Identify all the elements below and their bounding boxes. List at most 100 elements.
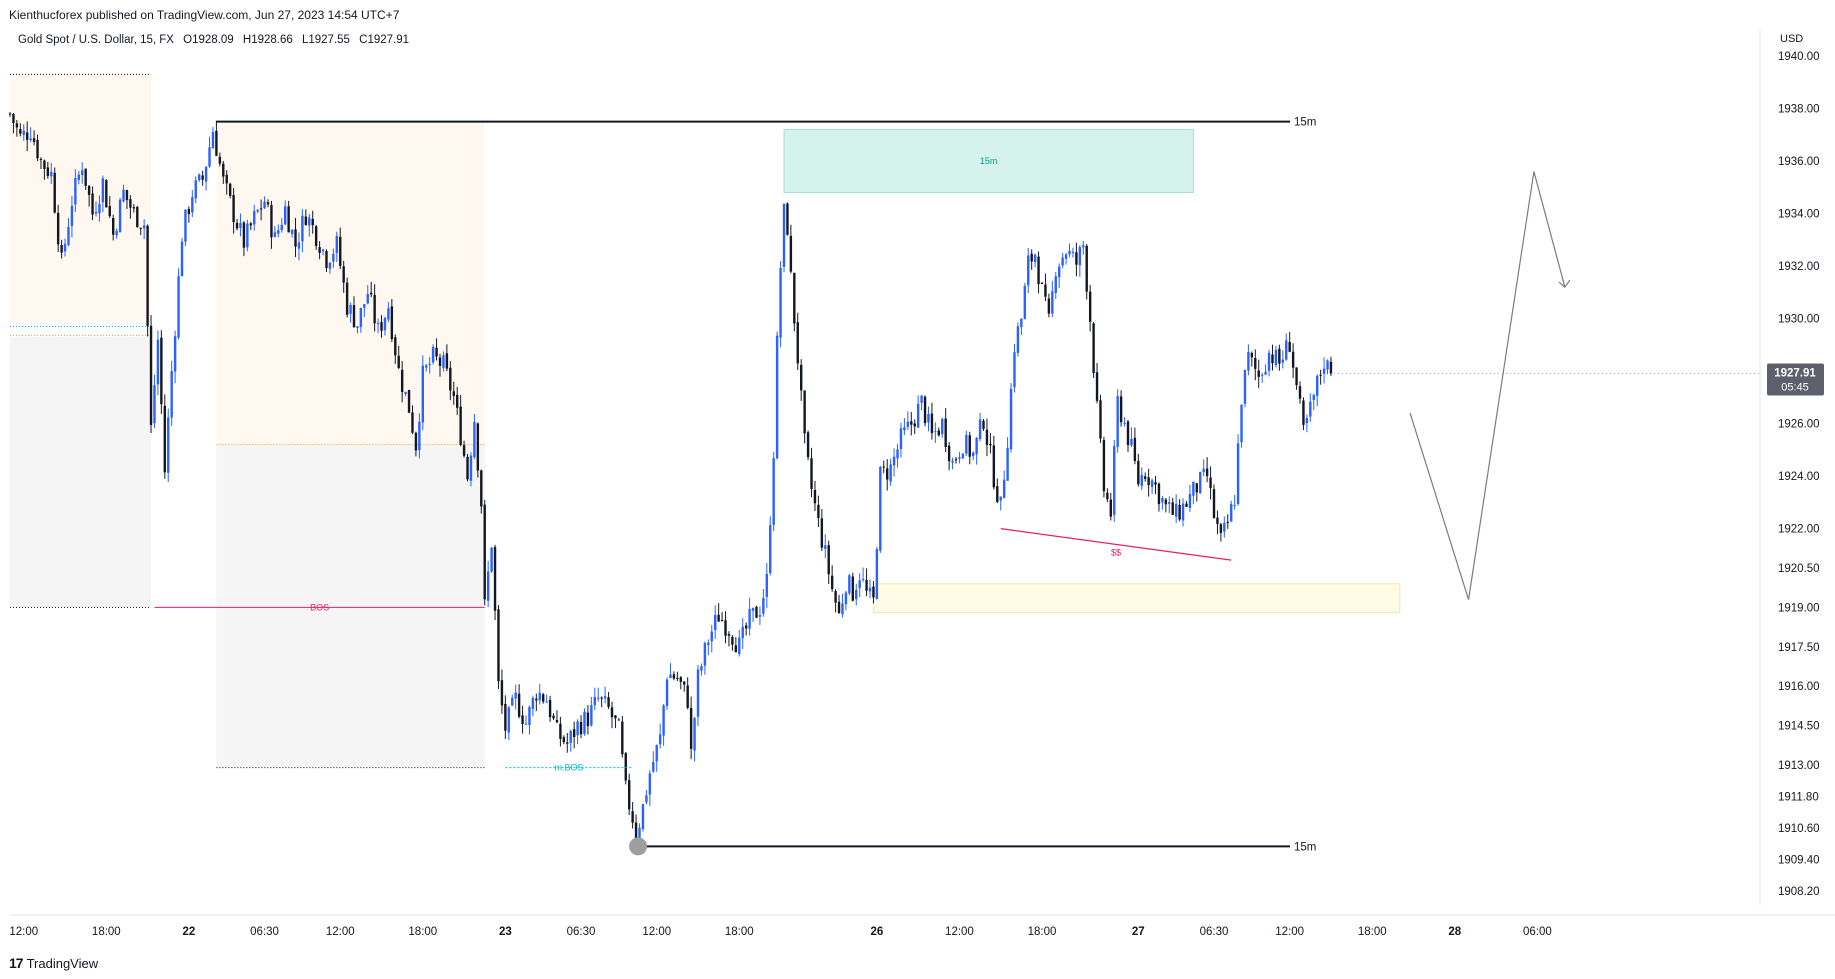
candle-body bbox=[421, 365, 424, 423]
premium-zone-left bbox=[10, 74, 152, 322]
candle-body bbox=[879, 467, 882, 551]
candle-body bbox=[400, 369, 404, 393]
price-tick-label: 1920.50 bbox=[1778, 563, 1820, 575]
candle-body bbox=[53, 172, 56, 213]
candle-body bbox=[266, 202, 270, 205]
candle-body bbox=[545, 701, 548, 703]
candle-body bbox=[1061, 257, 1064, 266]
candle-body bbox=[903, 427, 906, 431]
candle-body bbox=[1126, 421, 1130, 446]
candle-body bbox=[142, 225, 146, 229]
candle-body bbox=[70, 205, 74, 226]
candle-body bbox=[1264, 371, 1267, 375]
candle-body bbox=[480, 470, 483, 507]
candle-body bbox=[1233, 505, 1236, 507]
candle-body bbox=[621, 721, 624, 755]
candle-body bbox=[800, 364, 803, 391]
zone-2 bbox=[783, 129, 1194, 194]
time-axis[interactable]: 12:00 18:00 22 06:30 12:00 18:00 23 06:30 12:00 1… bbox=[9, 914, 1835, 938]
candle-body bbox=[634, 822, 638, 842]
candle-body bbox=[486, 571, 490, 601]
candle-body bbox=[1274, 349, 1278, 366]
candle-body bbox=[160, 337, 163, 405]
candle-body bbox=[1006, 447, 1009, 481]
candle-body bbox=[1133, 437, 1137, 461]
candle-body bbox=[1033, 254, 1037, 263]
candle-body bbox=[703, 643, 707, 666]
candle-body bbox=[696, 669, 700, 717]
candle-body bbox=[22, 130, 25, 136]
candle-body bbox=[1106, 492, 1109, 500]
candle-body bbox=[228, 183, 232, 196]
candle-body bbox=[1016, 326, 1020, 353]
candle-body bbox=[586, 712, 590, 727]
candle-body bbox=[1078, 247, 1082, 266]
candle-body bbox=[1285, 340, 1288, 360]
candle-body bbox=[597, 697, 600, 699]
candle-body bbox=[1278, 348, 1281, 364]
candle-body bbox=[1030, 253, 1033, 262]
time-tick-label: 22 bbox=[182, 926, 195, 938]
candle-body bbox=[511, 697, 514, 706]
candle-body bbox=[411, 412, 414, 433]
candle-body bbox=[1068, 250, 1071, 255]
candle-body bbox=[1202, 468, 1205, 473]
candle-body bbox=[50, 171, 53, 177]
candle-body bbox=[418, 421, 421, 451]
candle-body bbox=[583, 711, 586, 734]
candle-body bbox=[273, 232, 277, 237]
candle-body bbox=[1051, 291, 1054, 314]
candle-body bbox=[46, 167, 50, 176]
time-tick-label: 18:00 bbox=[1358, 926, 1387, 938]
candle-body bbox=[263, 201, 266, 209]
candle-body bbox=[173, 336, 177, 372]
candle-body bbox=[693, 718, 696, 751]
candle-body bbox=[1326, 360, 1329, 370]
bar-countdown: 05:45 bbox=[1781, 381, 1809, 393]
time-tick-label: 12:00 bbox=[1275, 926, 1304, 938]
low-value: L1927.55 bbox=[301, 34, 350, 46]
candle-body bbox=[837, 601, 841, 614]
candle-body bbox=[445, 353, 449, 369]
candle-body bbox=[497, 609, 500, 682]
candle-body bbox=[1192, 481, 1195, 496]
symbol-title[interactable]: Gold Spot / U.S. Dollar, 15, FX bbox=[18, 34, 174, 46]
zone-3 bbox=[872, 583, 1401, 614]
candle-body bbox=[507, 707, 510, 733]
price-axis[interactable]: 1940.00 1938.00 1936.00 1934.00 1932.00 1930.… bbox=[1759, 30, 1820, 905]
candle-body bbox=[569, 730, 572, 743]
candle-body bbox=[542, 694, 545, 702]
candle-body bbox=[304, 216, 308, 225]
candle-body bbox=[1223, 522, 1226, 532]
candle-body bbox=[710, 631, 713, 642]
candle-body bbox=[1305, 418, 1309, 424]
candle-body bbox=[865, 580, 868, 591]
candle-body bbox=[645, 795, 648, 803]
candle-body bbox=[916, 403, 920, 428]
candle-body bbox=[517, 693, 521, 717]
candle-body bbox=[758, 615, 762, 617]
candle-body bbox=[662, 705, 665, 736]
candle-body bbox=[284, 206, 287, 225]
candle-body bbox=[655, 745, 658, 762]
candle-body bbox=[435, 347, 438, 357]
candle-body bbox=[321, 249, 325, 252]
candle-body bbox=[394, 337, 397, 356]
candle-body bbox=[149, 325, 153, 426]
candle-body bbox=[1219, 524, 1223, 533]
candle-body bbox=[456, 394, 459, 408]
candle-body bbox=[524, 723, 528, 725]
candle-body bbox=[15, 123, 19, 128]
candle-body bbox=[751, 607, 755, 611]
price-tick-label: 1916.00 bbox=[1778, 681, 1820, 693]
candle-body bbox=[39, 158, 43, 160]
candle-body bbox=[679, 677, 682, 682]
candle-body bbox=[920, 395, 923, 403]
annotations-layer: 15m 15m 15m BOS m.BOS $$ bbox=[154, 117, 1571, 856]
candle-body bbox=[1267, 352, 1271, 371]
candle-body bbox=[98, 203, 101, 214]
candle-body bbox=[848, 575, 851, 594]
candle-body bbox=[91, 193, 94, 215]
candle-body bbox=[74, 178, 77, 205]
